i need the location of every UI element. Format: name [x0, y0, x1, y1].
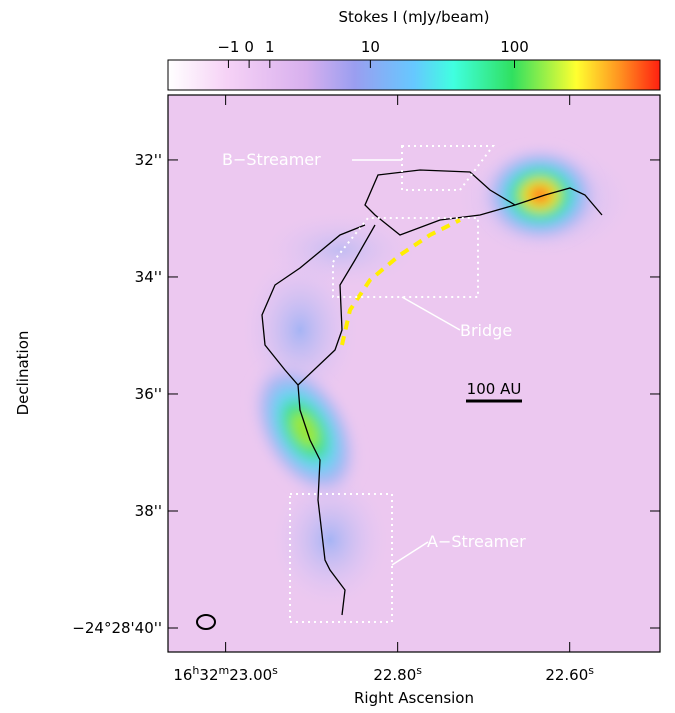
annotation: A−Streamer: [427, 532, 526, 551]
annotation-lines: [352, 159, 461, 566]
x-tick-label: 22.60s: [545, 664, 594, 684]
x-tick-label: 16h32m23.00s: [173, 664, 278, 684]
regions: [289, 145, 495, 623]
colorbar-tick-label: 0: [244, 38, 254, 56]
image: [168, 95, 660, 652]
y-tick-label: 38'': [135, 502, 162, 520]
colorbar-tick-label: 1: [265, 38, 275, 56]
beam: [196, 614, 216, 630]
colorbar-tick-label: 10: [361, 38, 380, 56]
filaments: [261, 169, 603, 616]
colorbar: [167, 59, 661, 91]
y-tick-label: 32'': [135, 151, 162, 169]
y-tick-label: −24°28'40'': [72, 619, 162, 637]
y-axis-label: Declination: [14, 331, 32, 416]
annotation: Bridge: [460, 321, 512, 340]
colorbar-label: Stokes I (mJy/beam): [339, 8, 490, 26]
scale-label: 100 AU: [467, 380, 522, 398]
plot-frame: [167, 94, 661, 653]
bridge-path: [340, 218, 461, 346]
y-tick-label: 34'': [135, 268, 162, 286]
annotation: B−Streamer: [222, 150, 321, 169]
y-tick-label: 36'': [135, 385, 162, 403]
colorbar-tick-label: −1: [217, 38, 239, 56]
x-axis-label: Right Ascension: [354, 689, 474, 707]
colorbar-tick-label: 100: [500, 38, 529, 56]
x-tick-label: 22.80s: [373, 664, 422, 684]
